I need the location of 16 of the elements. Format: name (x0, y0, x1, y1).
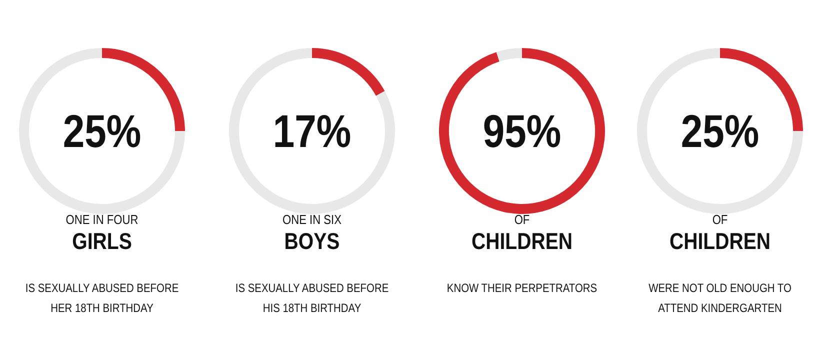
text: 17% (272, 104, 352, 159)
text: ONE IN FOUR (64, 212, 140, 227)
text: BOYS (283, 228, 341, 255)
text: KNOW THEIR PERPETRATORS (446, 280, 598, 297)
text: IS SEXUALLY ABUSED BEFORE HIS 18TH BIRTHDAY (234, 280, 390, 317)
text: CHILDREN (668, 228, 772, 255)
text: CHILDREN (470, 228, 574, 255)
text: WERE NOT OLD ENOUGH TO ATTEND KINDERGARTEN (648, 280, 792, 317)
text: ONE IN SIX (282, 212, 342, 227)
text: 95% (482, 104, 562, 159)
text: GIRLS (71, 228, 133, 255)
text: IS SEXUALLY ABUSED BEFORE HER 18TH BIRTHDAY (24, 280, 180, 317)
text: OF (513, 212, 531, 227)
text: 25% (680, 104, 760, 159)
text: OF (711, 212, 729, 227)
text: 25% (62, 104, 142, 159)
